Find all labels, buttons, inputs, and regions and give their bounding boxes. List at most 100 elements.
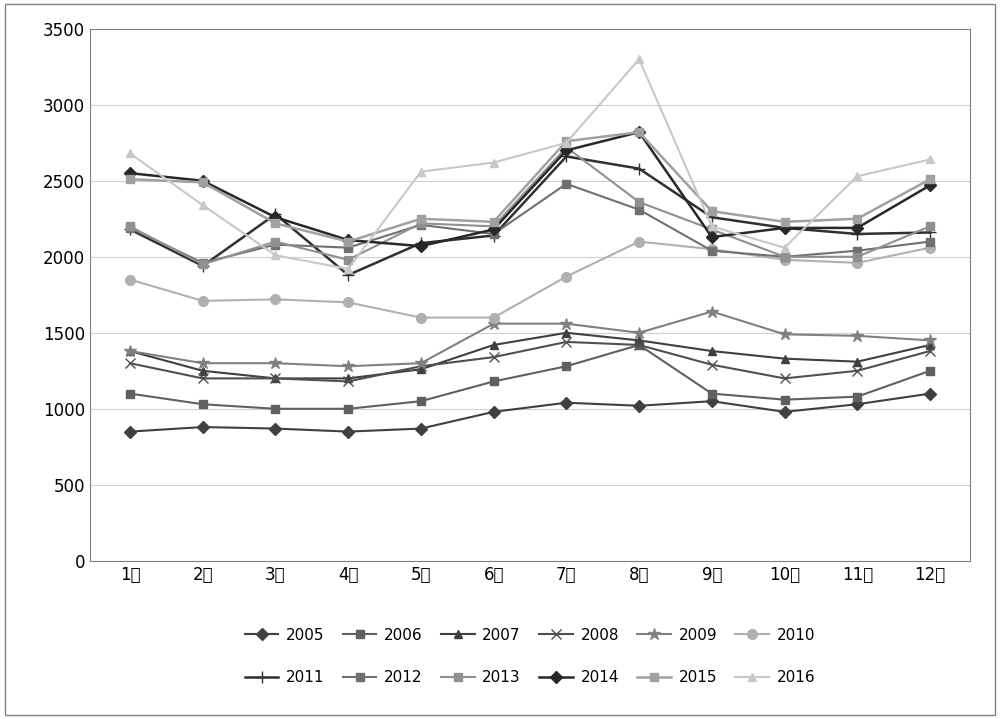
Line: 2007: 2007 xyxy=(126,329,934,383)
2011 xyxy=(706,213,718,221)
2016 xyxy=(269,251,281,260)
2014 xyxy=(197,176,209,185)
2016 xyxy=(197,201,209,209)
2016 xyxy=(924,155,936,164)
2010 xyxy=(342,298,354,307)
2005 xyxy=(342,427,354,436)
2007 xyxy=(560,329,572,337)
Line: 2005: 2005 xyxy=(126,390,934,436)
2016 xyxy=(633,55,645,63)
2011 xyxy=(560,152,572,161)
2013 xyxy=(924,222,936,231)
2012 xyxy=(124,224,136,232)
2009 xyxy=(269,359,281,367)
2011 xyxy=(415,239,427,247)
2005 xyxy=(488,408,500,416)
2013 xyxy=(779,252,791,261)
2012 xyxy=(197,259,209,267)
2007 xyxy=(197,367,209,375)
2013 xyxy=(269,237,281,246)
2008 xyxy=(560,338,572,347)
2011 xyxy=(779,224,791,232)
2012 xyxy=(488,229,500,238)
2009 xyxy=(415,359,427,367)
2007 xyxy=(488,341,500,349)
2008 xyxy=(706,360,718,369)
2010 xyxy=(269,295,281,303)
2015 xyxy=(851,214,863,223)
2014 xyxy=(924,181,936,190)
2009 xyxy=(560,319,572,328)
Line: 2011: 2011 xyxy=(124,151,936,280)
2011 xyxy=(197,262,209,270)
2015 xyxy=(560,137,572,145)
2011 xyxy=(269,210,281,219)
2012 xyxy=(851,247,863,255)
2009 xyxy=(124,347,136,355)
Line: 2015: 2015 xyxy=(126,128,934,246)
2008 xyxy=(197,374,209,383)
2006 xyxy=(269,405,281,413)
Line: 2013: 2013 xyxy=(126,143,934,269)
2008 xyxy=(488,353,500,362)
2015 xyxy=(342,237,354,246)
2014 xyxy=(851,224,863,232)
2006 xyxy=(488,377,500,386)
2014 xyxy=(269,213,281,221)
2015 xyxy=(269,219,281,228)
2011 xyxy=(342,271,354,280)
2014 xyxy=(706,233,718,242)
2007 xyxy=(779,354,791,363)
2012 xyxy=(779,252,791,261)
2015 xyxy=(633,128,645,137)
2014 xyxy=(560,146,572,155)
2013 xyxy=(488,222,500,231)
2010 xyxy=(488,313,500,322)
2005 xyxy=(415,424,427,433)
2016 xyxy=(415,168,427,176)
2012 xyxy=(706,247,718,255)
2012 xyxy=(415,221,427,229)
2009 xyxy=(706,307,718,316)
2009 xyxy=(633,329,645,337)
2013 xyxy=(851,252,863,261)
2012 xyxy=(633,206,645,214)
2008 xyxy=(924,347,936,355)
2007 xyxy=(269,374,281,383)
2007 xyxy=(706,347,718,355)
2014 xyxy=(415,242,427,250)
2015 xyxy=(124,175,136,183)
2010 xyxy=(851,259,863,267)
Line: 2006: 2006 xyxy=(126,341,934,413)
Line: 2009: 2009 xyxy=(124,306,936,372)
2014 xyxy=(633,128,645,137)
2008 xyxy=(851,367,863,375)
2009 xyxy=(851,331,863,340)
2012 xyxy=(269,240,281,249)
Line: 2010: 2010 xyxy=(125,237,935,322)
2013 xyxy=(415,219,427,228)
2005 xyxy=(124,427,136,436)
2008 xyxy=(779,374,791,383)
2008 xyxy=(633,341,645,349)
2015 xyxy=(924,175,936,183)
2016 xyxy=(488,158,500,167)
2013 xyxy=(633,198,645,206)
2008 xyxy=(124,359,136,367)
2016 xyxy=(851,172,863,180)
2005 xyxy=(706,397,718,406)
2009 xyxy=(197,359,209,367)
2005 xyxy=(197,423,209,431)
2016 xyxy=(779,243,791,252)
2005 xyxy=(779,408,791,416)
2007 xyxy=(851,357,863,366)
2006 xyxy=(924,367,936,375)
2013 xyxy=(560,143,572,152)
2006 xyxy=(706,389,718,398)
2006 xyxy=(633,341,645,349)
2007 xyxy=(124,347,136,355)
2016 xyxy=(124,149,136,157)
2006 xyxy=(779,395,791,404)
2005 xyxy=(924,389,936,398)
2005 xyxy=(560,398,572,407)
